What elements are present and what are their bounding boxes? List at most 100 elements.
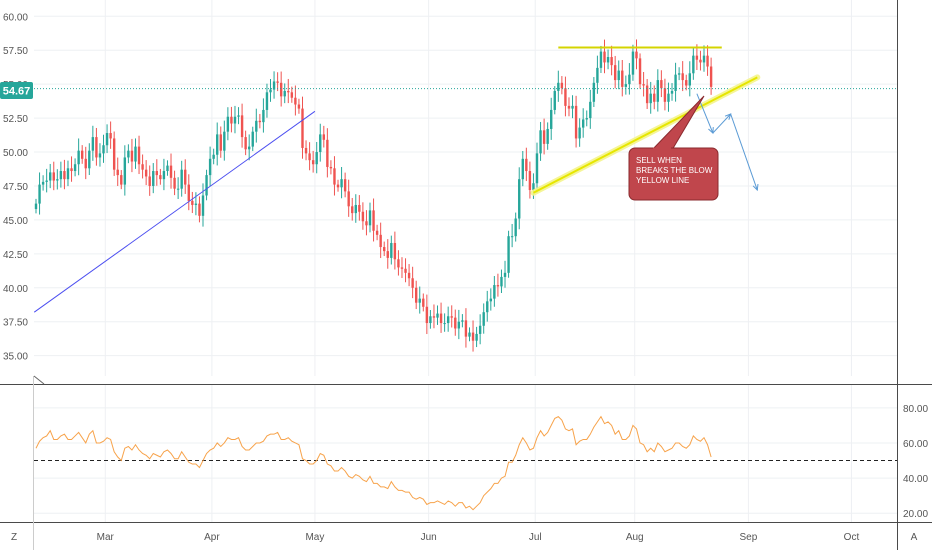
candle-body[interactable] [503, 272, 507, 277]
candle-body[interactable] [49, 172, 52, 181]
candle-body[interactable] [56, 179, 59, 181]
rsi-indicator[interactable] [34, 415, 897, 511]
candle-body[interactable] [688, 73, 691, 86]
candle-body[interactable] [621, 70, 624, 87]
candle-body[interactable] [564, 88, 567, 106]
candle-body[interactable] [439, 313, 443, 324]
candle-body[interactable] [269, 89, 272, 93]
candle-body[interactable] [606, 57, 610, 63]
candle-body[interactable] [418, 298, 421, 303]
candle-body[interactable] [464, 320, 468, 337]
candle-body[interactable] [486, 301, 489, 313]
candle-body[interactable] [237, 115, 240, 117]
candle-body[interactable] [685, 80, 688, 86]
candle-body[interactable] [489, 298, 493, 302]
candle-body[interactable] [493, 285, 496, 299]
candle-body[interactable] [191, 200, 194, 205]
candle-body[interactable] [550, 109, 553, 129]
candle-body[interactable] [596, 67, 599, 83]
candle-body[interactable] [251, 131, 254, 147]
candle-body[interactable] [176, 188, 180, 190]
candle-body[interactable] [592, 82, 596, 102]
candle-body[interactable] [521, 158, 524, 180]
candle-body[interactable] [301, 108, 304, 148]
candle-body[interactable] [361, 211, 365, 222]
candle-body[interactable] [144, 169, 148, 177]
candle-body[interactable] [262, 109, 265, 123]
candle-body[interactable] [397, 259, 400, 268]
candle-body[interactable] [649, 93, 652, 104]
candle-body[interactable] [610, 57, 613, 66]
candle-body[interactable] [660, 80, 663, 89]
candle-body[interactable] [311, 160, 315, 165]
candle-body[interactable] [354, 204, 357, 214]
candle-body[interactable] [283, 90, 286, 97]
candle-body[interactable] [336, 184, 340, 188]
candle-body[interactable] [265, 92, 269, 110]
candle-body[interactable] [279, 82, 283, 97]
candle-body[interactable] [180, 169, 183, 189]
candle-body[interactable] [677, 73, 681, 75]
candle-body[interactable] [411, 278, 414, 288]
candle-body[interactable] [653, 93, 656, 102]
candle-body[interactable] [500, 276, 503, 287]
candle-body[interactable] [63, 171, 66, 180]
candle-body[interactable] [631, 51, 635, 75]
candle-body[interactable] [446, 316, 450, 324]
projection-arrow[interactable] [712, 113, 732, 134]
candle-body[interactable] [208, 158, 212, 176]
candle-body[interactable] [400, 267, 404, 269]
candle-body[interactable] [216, 134, 219, 155]
rsi-axis-labels[interactable]: 20.00 40.00 60.00 80.00 [903, 404, 928, 520]
candle-body[interactable] [461, 320, 464, 322]
projection-arrow[interactable] [730, 113, 758, 191]
candle-body[interactable] [123, 157, 127, 185]
candle-body[interactable] [468, 332, 471, 337]
candle-body[interactable] [525, 158, 528, 172]
candle-body[interactable] [613, 65, 617, 81]
candle-body[interactable] [709, 66, 713, 87]
candle-body[interactable] [329, 166, 333, 169]
candle-body[interactable] [130, 150, 134, 162]
candle-body[interactable] [244, 137, 247, 150]
candle-body[interactable] [134, 146, 137, 162]
candle-body[interactable] [532, 183, 535, 191]
candle-body[interactable] [297, 104, 301, 109]
drawing-layer[interactable] [33, 46, 761, 313]
candle-body[interactable] [539, 130, 542, 154]
candle-body[interactable] [535, 153, 539, 184]
candle-body[interactable] [223, 131, 226, 151]
candle-body[interactable] [351, 206, 354, 214]
candle-body[interactable] [635, 51, 638, 59]
candle-body[interactable] [187, 184, 190, 201]
timezone-label[interactable]: Z [11, 532, 17, 543]
candle-body[interactable] [247, 146, 251, 150]
candle-body[interactable] [105, 133, 109, 146]
candle-body[interactable] [116, 169, 119, 176]
candle-body[interactable] [333, 168, 336, 185]
candle-body[interactable] [80, 150, 84, 159]
candle-body[interactable] [628, 74, 631, 85]
candle-body[interactable] [272, 81, 276, 90]
candle-body[interactable] [656, 80, 660, 102]
candle-body[interactable] [571, 105, 574, 109]
candle-body[interactable] [553, 90, 556, 110]
blue-trendline[interactable] [33, 110, 316, 313]
candle-body[interactable] [240, 115, 244, 138]
time-axis-labels[interactable]: Mar Apr May Jun Jul Aug Sep Oct [97, 532, 860, 543]
candle-body[interactable] [695, 55, 699, 60]
candle-body[interactable] [589, 101, 592, 119]
candle-body[interactable] [77, 150, 80, 165]
candle-body[interactable] [450, 316, 453, 318]
candle-body[interactable] [102, 145, 105, 154]
candle-body[interactable] [219, 134, 222, 151]
candle-body[interactable] [365, 221, 368, 226]
candle-body[interactable] [542, 130, 546, 144]
candle-body[interactable] [368, 210, 372, 226]
candle-body[interactable] [201, 195, 205, 216]
candle-body[interactable] [663, 88, 667, 102]
candle-body[interactable] [194, 203, 198, 205]
candle-body[interactable] [41, 181, 45, 185]
candle-body[interactable] [343, 179, 347, 192]
candle-body[interactable] [112, 138, 116, 170]
